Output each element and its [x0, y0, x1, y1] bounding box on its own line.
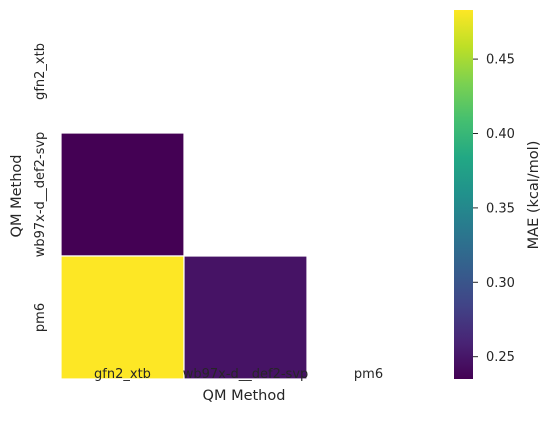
- y-tick-label-wb97x-d-def2-svp: wb97x-d__def2-svp: [33, 132, 48, 258]
- y-tick-label-pm6: pm6: [33, 303, 48, 332]
- colorbar-tick-label-0-25: 0.25: [486, 350, 515, 365]
- heatmap-cells: [60, 132, 308, 380]
- x-axis-label: QM Method: [203, 388, 286, 404]
- heatmap-cell-wb97x-d-def2-svp-gfn2-xtb: [60, 132, 185, 257]
- colorbar-label: MAE (kcal/mol): [526, 141, 542, 250]
- colorbar: [454, 10, 473, 379]
- x-tick-label-wb97x-d-def2-svp: wb97x-d__def2-svp: [183, 367, 309, 382]
- x-tick-label-gfn2-xtb: gfn2_xtb: [94, 367, 151, 382]
- heatmap-cell-pm6-wb97x-d-def2-svp: [183, 255, 308, 380]
- colorbar-tick-label-0-45: 0.45: [486, 53, 515, 68]
- x-tick-labels: gfn2_xtb wb97x-d__def2-svp pm6: [94, 367, 383, 382]
- x-tick-label-pm6: pm6: [354, 367, 383, 382]
- colorbar-tick-label-0-35: 0.35: [486, 201, 515, 216]
- y-tick-labels: gfn2_xtb wb97x-d__def2-svp pm6: [33, 43, 48, 332]
- y-axis-label: QM Method: [9, 155, 25, 238]
- colorbar-tick-label-0-30: 0.30: [486, 276, 515, 291]
- colorbar-tick-label-0-40: 0.40: [486, 127, 515, 142]
- y-tick-label-gfn2-xtb: gfn2_xtb: [33, 43, 48, 100]
- colorbar-ticks: 0.25 0.30 0.35 0.40 0.45: [473, 53, 515, 365]
- heatmap-cell-pm6-gfn2-xtb: [60, 255, 185, 380]
